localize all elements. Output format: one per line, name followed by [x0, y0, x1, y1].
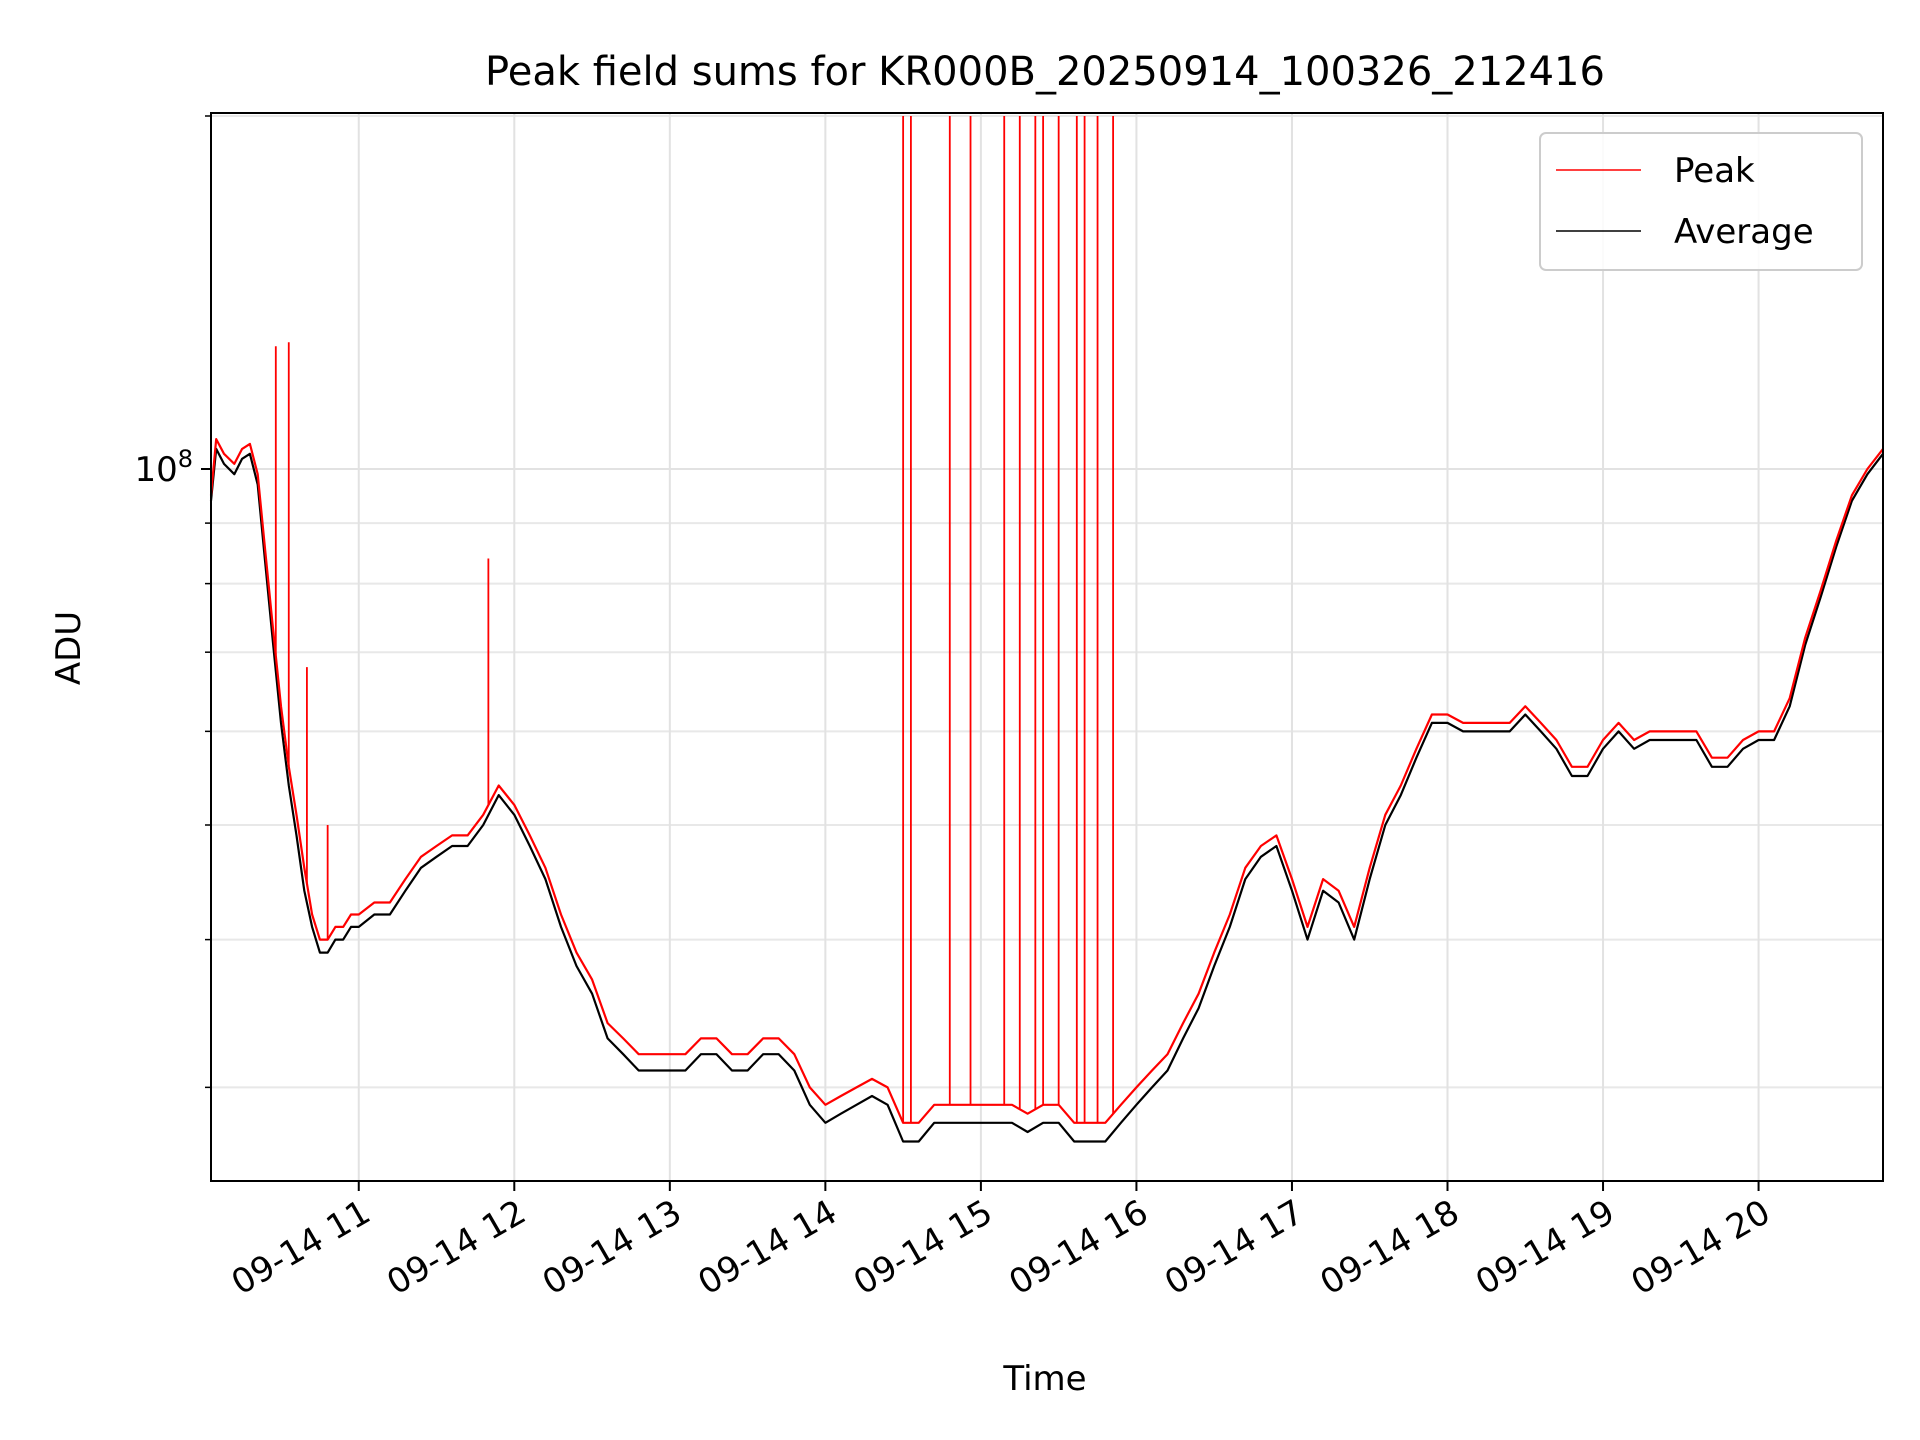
y-tick-label: 108: [134, 445, 193, 490]
series-group: [209, 116, 1884, 1143]
legend-peak-label: Peak: [1674, 151, 1755, 191]
grid: [211, 113, 1883, 1181]
series-line-peak: [209, 438, 1884, 1124]
x-axis-label: Time: [1002, 1359, 1086, 1399]
series-line-average: [209, 447, 1884, 1143]
chart-title: Peak field sums for KR000B_20250914_1003…: [485, 49, 1605, 95]
legend: Peak Average: [1539, 132, 1863, 271]
y-axis-label: ADU: [49, 611, 89, 685]
legend-box: [1539, 132, 1863, 271]
legend-average-label: Average: [1674, 212, 1814, 252]
plot-frame: [210, 112, 1884, 1182]
